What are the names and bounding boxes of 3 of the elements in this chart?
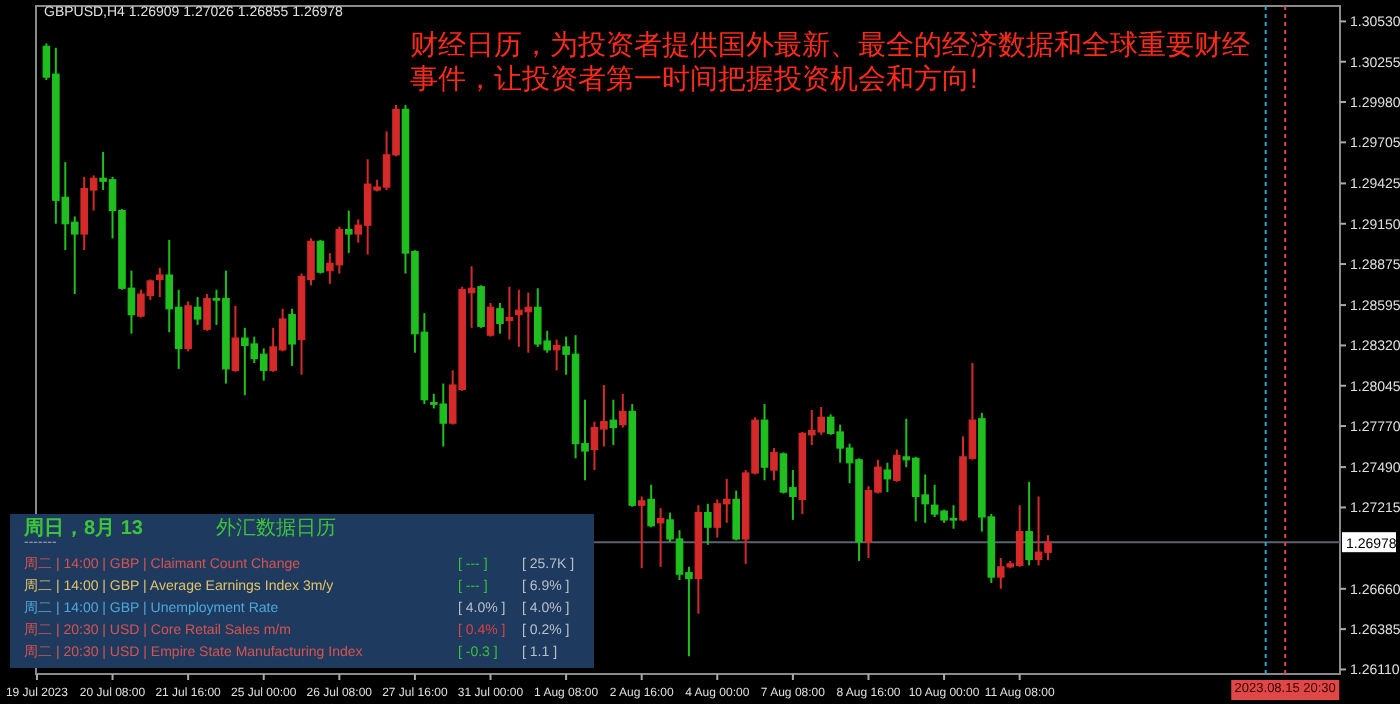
annotation: 周日，8月 13: [24, 518, 143, 541]
annotation: 外汇数据日历: [216, 518, 336, 542]
annotation: 财经日历，为投资者提供国外最新、最全的经济数据和全球重要财经事件，让投资者第一时间把握投资机会和方向!: [410, 28, 1252, 96]
